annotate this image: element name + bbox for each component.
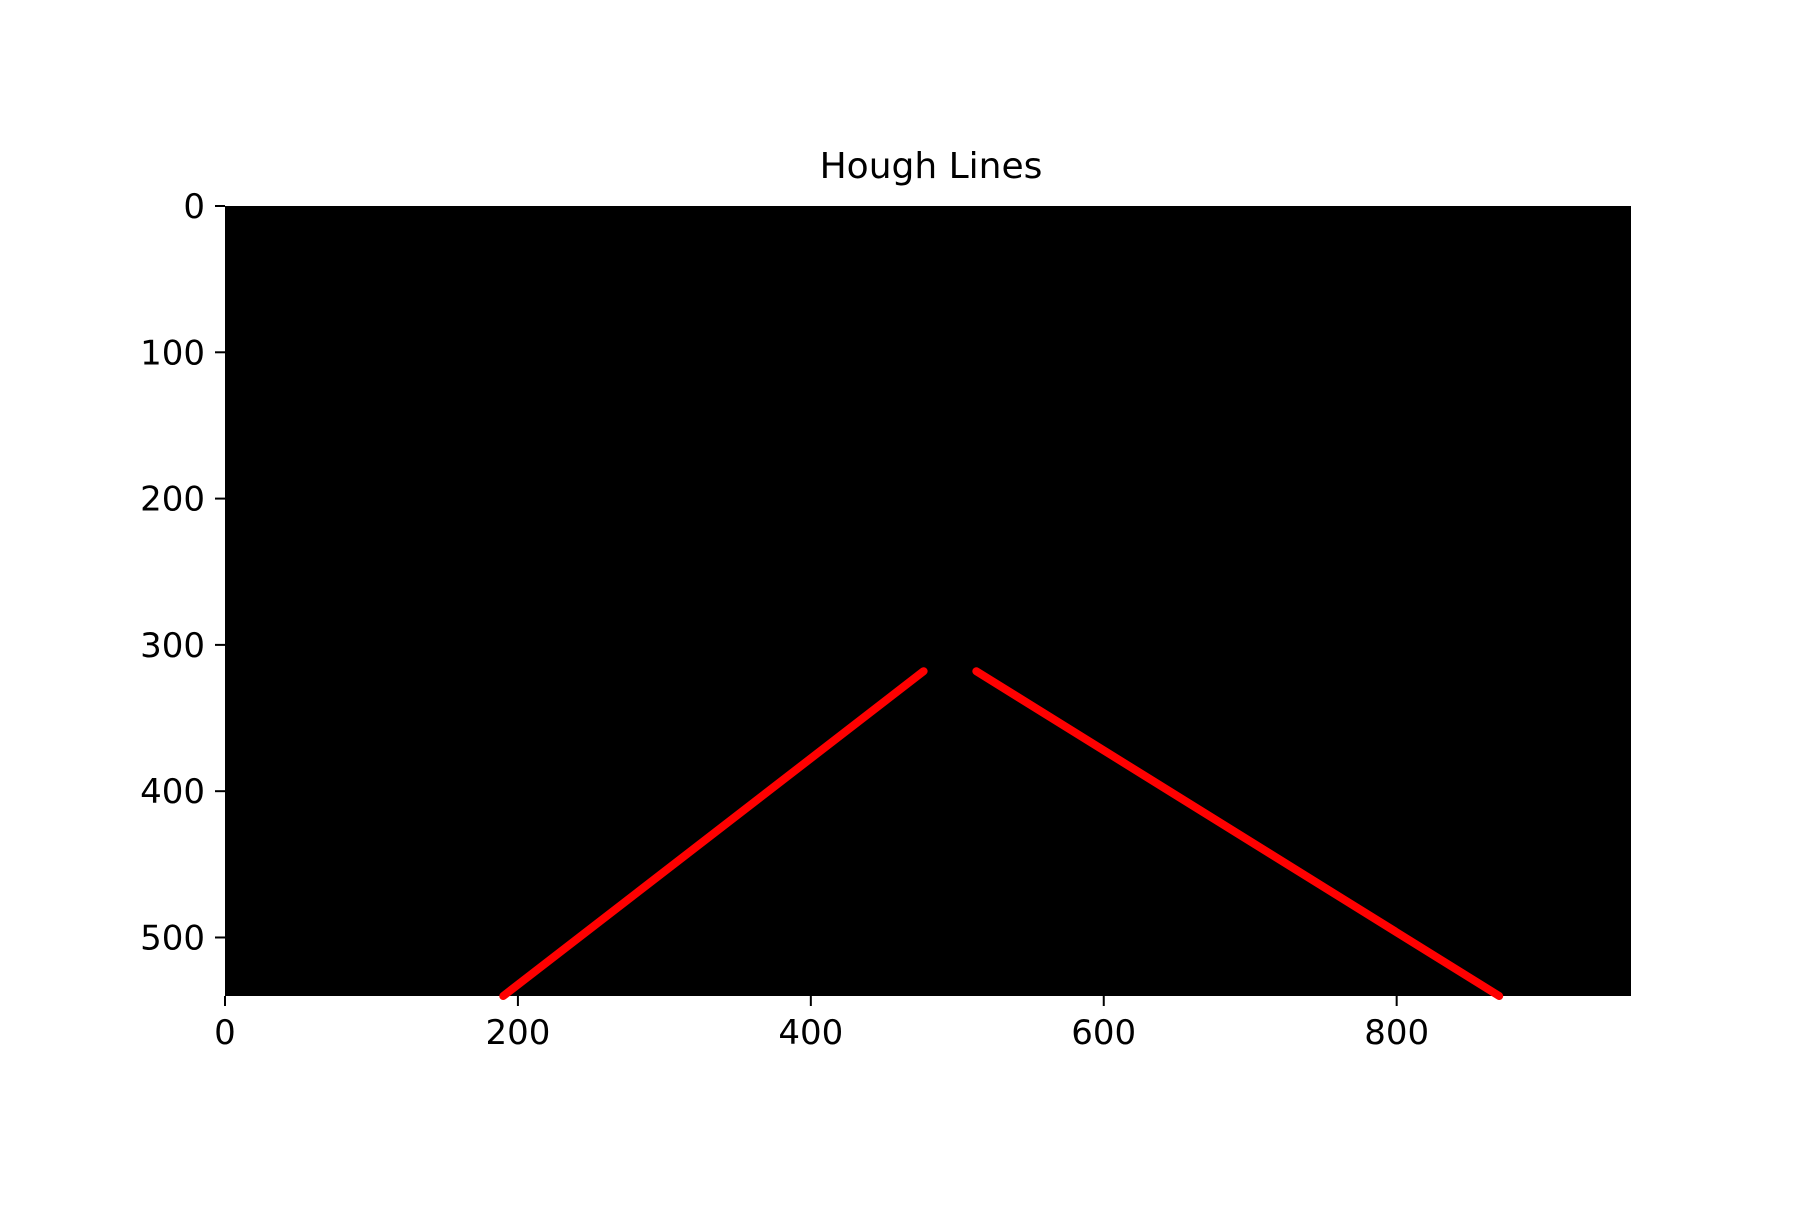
- y-tick-label: 400: [140, 772, 205, 812]
- hough-line-2: [972, 667, 1504, 1000]
- y-tick-label: 200: [140, 480, 205, 520]
- axes-layer: 0 200 400 600 800 0 100 200 300 400 500: [140, 187, 1429, 1053]
- x-tick-label: 800: [1364, 1013, 1429, 1053]
- chart-title: Hough Lines: [820, 146, 1043, 187]
- y-tick-label: 300: [140, 626, 205, 666]
- plot-area: [225, 206, 1631, 996]
- x-tick-label: 200: [485, 1013, 550, 1053]
- y-tick-label: 0: [183, 187, 205, 227]
- y-tick-label: 100: [140, 333, 205, 373]
- x-tick-label: 400: [778, 1013, 843, 1053]
- x-tick-label: 0: [214, 1013, 236, 1053]
- lines-layer: [499, 667, 1504, 1000]
- hough-line-1: [499, 667, 928, 1000]
- y-tick-label: 500: [140, 918, 205, 958]
- x-tick-label: 600: [1071, 1013, 1136, 1053]
